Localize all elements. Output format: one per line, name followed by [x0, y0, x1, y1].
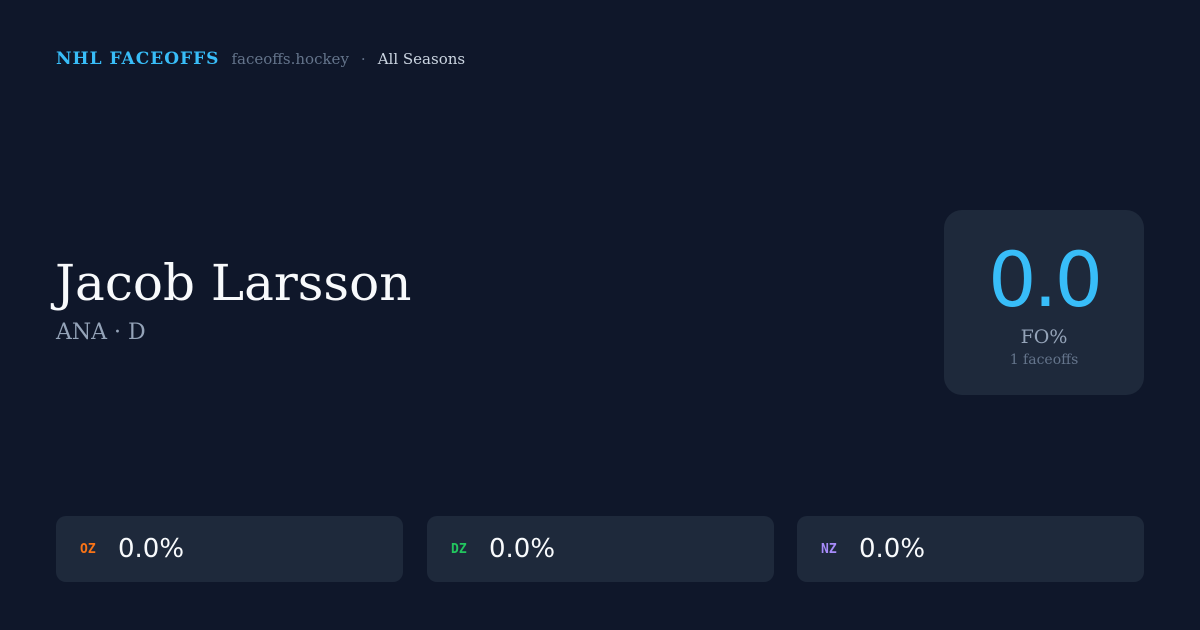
header: NHL FACEOFFS faceoffs.hockey · All Seaso… — [56, 49, 465, 69]
faceoff-count: 1 faceoffs — [1009, 352, 1079, 368]
fo-percent-value: 0.0 — [988, 235, 1103, 324]
separator: · — [360, 50, 366, 68]
zone-value: 0.0% — [118, 534, 185, 564]
zone-value: 0.0% — [489, 534, 556, 564]
zone-card-dz: DZ 0.0% — [427, 516, 774, 582]
fo-percent-label: FO% — [1020, 326, 1068, 348]
player-name: Jacob Larsson — [55, 254, 412, 312]
zone-card-oz: OZ 0.0% — [56, 516, 403, 582]
site-name: faceoffs.hockey — [231, 50, 349, 68]
player-team-position: ANA · D — [56, 320, 146, 345]
zone-label: NZ — [821, 541, 837, 557]
brand-title: NHL FACEOFFS — [56, 49, 220, 69]
season-label: All Seasons — [377, 50, 466, 68]
zone-label: OZ — [80, 541, 96, 557]
zone-value: 0.0% — [859, 534, 926, 564]
zone-label: DZ — [451, 541, 467, 557]
zone-card-nz: NZ 0.0% — [797, 516, 1144, 582]
fo-percent-card: 0.0 FO% 1 faceoffs — [944, 210, 1144, 395]
